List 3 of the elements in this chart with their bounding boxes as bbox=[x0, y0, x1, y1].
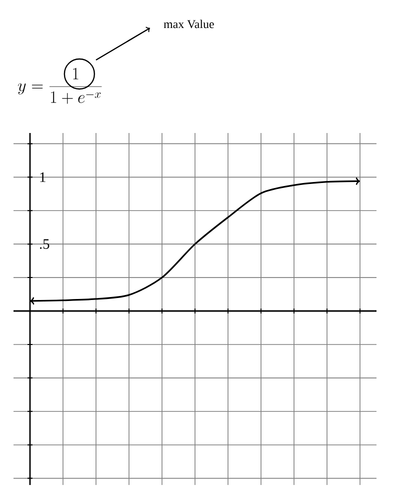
y-tick-label: 1 bbox=[40, 172, 46, 182]
text: max Value bbox=[164, 20, 214, 28]
y-tick-label: .5 bbox=[40, 239, 50, 249]
